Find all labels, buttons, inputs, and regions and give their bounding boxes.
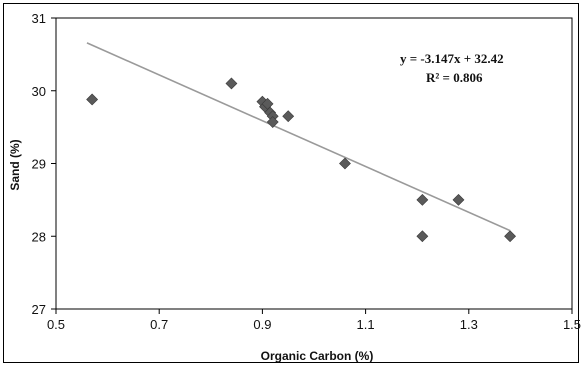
y-tick-label: 31	[32, 11, 46, 26]
data-point	[339, 157, 351, 170]
data-point	[225, 77, 238, 90]
data-point	[504, 230, 517, 243]
data-point	[452, 193, 465, 206]
y-axis-ticks: 27 28 29 30 31	[32, 11, 56, 317]
x-axis-ticks: 0.5 0.7 0.9 1.1 1.3 1.5	[47, 309, 581, 332]
r-squared-label: R² = 0.806	[426, 70, 483, 85]
data-points	[86, 42, 517, 243]
y-axis-title: Sand (%)	[8, 139, 22, 190]
x-tick-label: 1.1	[357, 317, 375, 332]
trendline-equation: y = -3.147x + 32.42	[400, 51, 504, 66]
x-tick-label: 1.5	[563, 317, 581, 332]
x-axis-title: Organic Carbon (%)	[261, 349, 374, 363]
x-tick-label: 0.9	[253, 317, 271, 332]
data-point	[266, 116, 279, 128]
trendline	[86, 42, 511, 232]
y-tick-label: 27	[32, 302, 46, 317]
x-tick-label: 1.3	[460, 317, 478, 332]
y-tick-label: 30	[32, 84, 46, 99]
x-tick-label: 0.7	[150, 317, 168, 332]
x-tick-label: 0.5	[47, 317, 65, 332]
y-tick-label: 28	[32, 229, 46, 244]
data-point	[416, 230, 429, 243]
data-point	[416, 193, 429, 206]
data-point	[282, 110, 295, 123]
data-point	[86, 93, 99, 106]
y-tick-label: 29	[32, 157, 46, 172]
chart-frame	[3, 3, 579, 363]
